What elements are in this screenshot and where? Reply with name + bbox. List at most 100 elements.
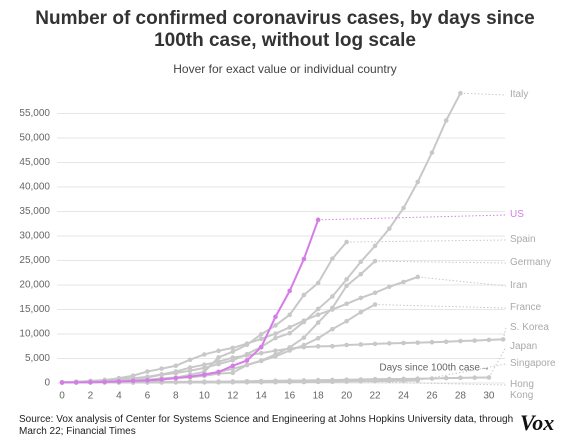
leader-line [375, 260, 507, 264]
data-point [244, 353, 250, 358]
data-point [130, 378, 136, 384]
data-point [145, 374, 150, 380]
data-point [159, 377, 164, 382]
y-tick-label: 15,000 [19, 304, 50, 315]
x-tick-label: 6 [145, 391, 151, 402]
data-point [216, 359, 221, 365]
data-point [273, 314, 278, 320]
data-point [315, 335, 321, 341]
data-point [372, 258, 378, 264]
series-label: Italy [510, 89, 529, 100]
series-label: France [510, 302, 542, 313]
leader-line [460, 92, 507, 96]
y-tick-label: 10,000 [19, 329, 50, 340]
data-point [344, 283, 349, 289]
data-point [244, 362, 250, 368]
data-point [173, 375, 179, 381]
data-point [301, 292, 307, 298]
series-label: Spain [510, 234, 536, 245]
leader-line [417, 276, 507, 287]
y-tick-label: 0 [44, 378, 50, 389]
data-point [472, 375, 477, 380]
data-point [258, 344, 264, 350]
data-point [258, 379, 264, 385]
data-point [73, 380, 79, 385]
data-point [315, 306, 321, 312]
data-point [230, 370, 236, 376]
x-tick-label: 26 [426, 391, 438, 402]
data-point [88, 379, 93, 385]
data-point [173, 369, 179, 374]
data-point [202, 380, 207, 385]
data-point [216, 355, 221, 360]
data-point [486, 337, 492, 343]
x-tick-label: 20 [341, 391, 353, 402]
data-point [458, 338, 463, 344]
data-point [372, 243, 378, 249]
series-label: Iran [510, 280, 528, 291]
data-point [273, 331, 278, 336]
data-point [372, 302, 378, 307]
data-point [472, 338, 477, 343]
data-point [330, 326, 335, 332]
data-point [315, 379, 321, 385]
data-point [145, 378, 150, 383]
data-point [244, 379, 250, 385]
leader-line [417, 363, 507, 381]
data-point [273, 335, 278, 341]
x-tick-label: 4 [116, 391, 122, 402]
data-point [216, 369, 221, 375]
data-point [287, 288, 292, 294]
data-point [244, 341, 250, 346]
data-point [458, 90, 463, 96]
series-label: Germany [510, 257, 552, 268]
data-point [344, 277, 349, 282]
data-point [415, 378, 421, 383]
data-point [443, 375, 449, 381]
series-label: US [510, 209, 524, 220]
data-point [372, 378, 378, 384]
data-point [187, 380, 193, 385]
data-point [315, 320, 321, 325]
data-point [330, 256, 335, 261]
data-point [230, 379, 236, 385]
data-point [401, 279, 406, 285]
data-point [187, 365, 193, 370]
data-point [287, 330, 292, 336]
data-point [330, 379, 335, 384]
data-point [315, 217, 321, 223]
data-point [258, 336, 264, 342]
x-tick-label: 8 [173, 391, 179, 402]
data-point [429, 150, 435, 155]
data-point [344, 301, 349, 307]
data-point [358, 271, 364, 277]
data-point [386, 341, 392, 346]
data-point [401, 340, 406, 346]
data-point [301, 335, 307, 340]
data-point [187, 368, 193, 374]
data-point [173, 363, 179, 369]
data-point [443, 339, 449, 345]
x-tick-label: 24 [398, 391, 410, 402]
data-point [273, 354, 278, 359]
data-point [458, 375, 463, 381]
data-point [202, 365, 207, 371]
data-point [258, 350, 264, 356]
data-point [344, 318, 349, 324]
data-point [258, 331, 264, 337]
data-point [301, 344, 307, 350]
y-tick-label: 20,000 [19, 280, 50, 291]
source-note: Source: Vox analysis of Center for Syste… [19, 414, 514, 437]
data-point [415, 340, 421, 345]
series-line [61, 276, 419, 384]
data-point [301, 379, 307, 385]
data-point [187, 357, 193, 363]
y-tick-label: 45,000 [19, 157, 50, 168]
data-point [344, 379, 349, 384]
data-point [344, 342, 349, 348]
data-point [102, 379, 107, 385]
logo: Vox [520, 410, 555, 435]
data-point [358, 259, 364, 265]
